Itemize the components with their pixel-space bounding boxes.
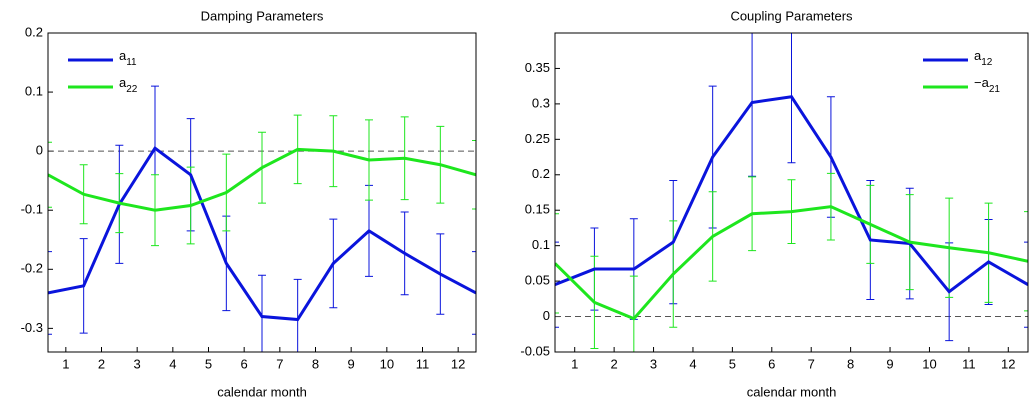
x-tick-label: 5 (729, 356, 736, 371)
y-tick-label: 0 (36, 143, 43, 158)
error-bar (472, 251, 476, 335)
series-line (555, 95, 1028, 294)
x-tick-label: 4 (169, 356, 176, 371)
y-tick-label: 0.2 (25, 24, 43, 39)
error-bar (1024, 211, 1028, 312)
x-tick-label: 9 (886, 356, 893, 371)
series-group (48, 85, 476, 352)
x-tick-label: 2 (98, 356, 105, 371)
x-tick-label: 11 (416, 356, 430, 371)
x-tick-label: 2 (611, 356, 618, 371)
x-tick-label: 8 (847, 356, 854, 371)
chart-title: Coupling Parameters (730, 8, 853, 23)
y-tick-label: 0.1 (25, 84, 43, 99)
legend-label: a22 (119, 75, 138, 94)
y-tick-label: 0.35 (525, 60, 550, 75)
legend-label: a12 (974, 48, 993, 67)
y-tick-label: -0.05 (520, 343, 550, 358)
x-tick-label: 12 (451, 356, 465, 371)
error-bar (48, 141, 52, 208)
x-tick-label: 7 (276, 356, 283, 371)
error-bar (48, 251, 52, 335)
x-tick-label: 5 (205, 356, 212, 371)
error-bar (472, 140, 476, 210)
y-tick-label: -0.1 (21, 202, 43, 217)
x-tick-label: 1 (571, 356, 578, 371)
series-line (555, 205, 1028, 321)
error-bar (555, 241, 559, 328)
legend-label: −a21 (974, 75, 1000, 94)
y-tick-label: 0.05 (525, 273, 550, 288)
plot-frame (47, 32, 477, 353)
legend-label: a11 (119, 48, 137, 67)
y-tick-label: 0 (543, 308, 550, 323)
chart-title: Damping Parameters (201, 8, 324, 23)
x-tick-label: 8 (312, 356, 319, 371)
series-line (48, 147, 476, 212)
y-tick-label: 0.1 (532, 237, 550, 252)
y-tick-label: 0.25 (525, 131, 550, 146)
x-tick-label: 10 (380, 356, 394, 371)
plot-frame (554, 32, 1029, 353)
error-bar (1024, 241, 1028, 328)
x-tick-label: 6 (241, 356, 248, 371)
y-tick-label: -0.2 (21, 261, 43, 276)
x-tick-label: 12 (1001, 356, 1015, 371)
x-tick-label: 3 (134, 356, 141, 371)
y-tick-label: 0.15 (525, 202, 550, 217)
y-tick-label: 0.2 (532, 166, 550, 181)
x-tick-label: 3 (650, 356, 657, 371)
x-tick-label: 1 (62, 356, 69, 371)
x-tick-label: 4 (689, 356, 696, 371)
series-group (555, 33, 1028, 352)
x-tick-label: 11 (962, 356, 976, 371)
y-tick-label: 0.3 (532, 95, 550, 110)
y-tick-label: -0.3 (21, 320, 43, 335)
error-bar (555, 213, 559, 314)
x-axis-label: calendar month (217, 384, 307, 399)
x-tick-label: 9 (348, 356, 355, 371)
x-tick-label: 10 (922, 356, 936, 371)
x-axis-label: calendar month (747, 384, 837, 399)
x-tick-label: 7 (808, 356, 815, 371)
x-tick-label: 6 (768, 356, 775, 371)
